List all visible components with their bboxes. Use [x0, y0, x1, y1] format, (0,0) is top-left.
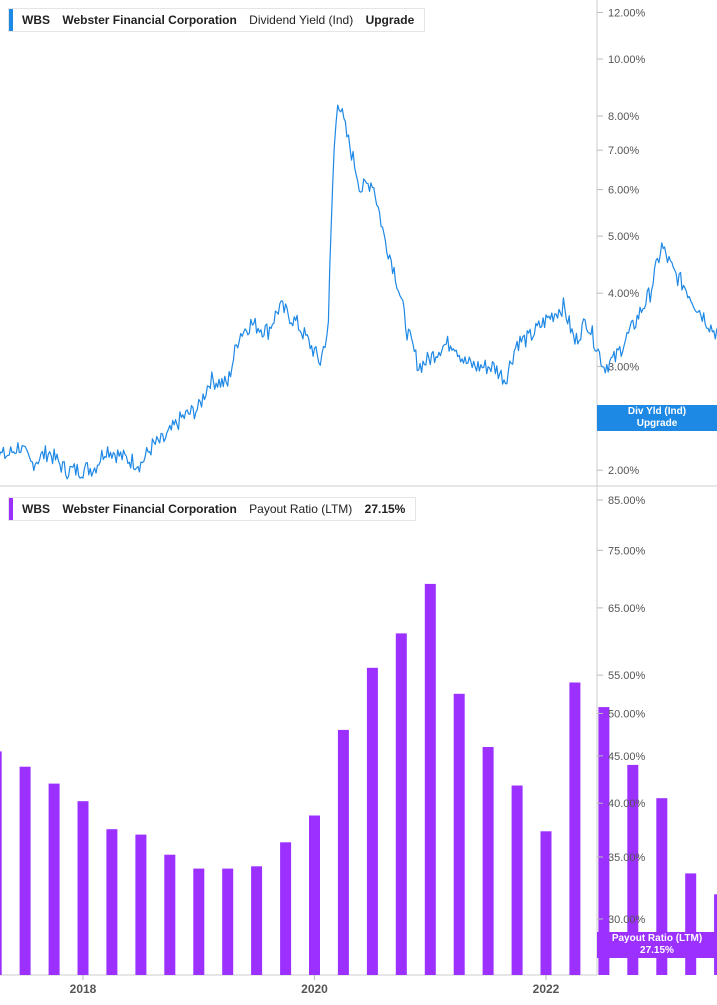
- year-tick-label: 2018: [70, 982, 97, 996]
- legend-upgrade-link[interactable]: Upgrade: [365, 13, 415, 27]
- legend-company: Webster Financial Corporation: [62, 502, 237, 516]
- payout-bar: [19, 766, 31, 975]
- payout-bar: [598, 707, 610, 975]
- yield-tick-label: 7.00%: [608, 145, 639, 157]
- payout-bar: [280, 842, 292, 975]
- yield-tick-label: 8.00%: [608, 111, 639, 123]
- payout-value-tag: Payout Ratio (LTM) 27.15%: [597, 932, 717, 958]
- payout-tick-label: 45.00%: [608, 751, 646, 763]
- payout-bars: [0, 583, 717, 975]
- yield-tick-label: 3.00%: [608, 362, 639, 374]
- legend-metric: Dividend Yield (Ind): [249, 13, 354, 27]
- payout-bar: [337, 729, 349, 975]
- payout-bar: [424, 583, 436, 975]
- payout-bar: [106, 829, 118, 975]
- legend-company: Webster Financial Corporation: [62, 13, 237, 27]
- legend-ticker: WBS: [22, 13, 50, 27]
- year-tick-label: 2022: [533, 982, 560, 996]
- series-color-swatch: [9, 9, 13, 31]
- series-color-swatch: [9, 498, 13, 520]
- payout-bar: [193, 868, 205, 975]
- dividend-yield-legend[interactable]: WBS Webster Financial Corporation Divide…: [8, 8, 426, 32]
- legend-metric: Payout Ratio (LTM): [249, 502, 353, 516]
- year-axis-ticks: 20182020202220242026: [70, 975, 560, 996]
- payout-tick-label: 35.00%: [608, 852, 646, 864]
- payout-bar: [540, 831, 552, 975]
- payout-tick-label: 65.00%: [608, 603, 646, 615]
- yield-axis-ticks: 12.00% 10.00% 8.00% 7.00% 6.00% 5.00% 4.00% 3.0…: [597, 7, 646, 477]
- tag-line1: Payout Ratio (LTM): [611, 933, 703, 944]
- payout-tick-label: 40.00%: [608, 798, 646, 810]
- tag-line2: Upgrade: [636, 418, 678, 429]
- payout-bar: [656, 798, 668, 975]
- yield-tick-label: 5.00%: [608, 231, 639, 243]
- payout-bar: [135, 834, 147, 975]
- payout-tick-label: 75.00%: [608, 545, 646, 557]
- payout-bar: [627, 764, 639, 975]
- payout-bar: [685, 873, 697, 975]
- payout-bar: [222, 868, 234, 975]
- payout-bar: [0, 751, 2, 975]
- payout-bar: [77, 801, 89, 975]
- payout-bar: [511, 785, 523, 975]
- dividend-yield-line: [0, 104, 717, 480]
- legend-ticker: WBS: [22, 502, 50, 516]
- yield-tick-label: 12.00%: [608, 7, 646, 19]
- year-tick-label: 2020: [301, 982, 328, 996]
- payout-bar: [569, 682, 581, 975]
- legend-value: 27.15%: [364, 502, 406, 516]
- yield-tick-label: 2.00%: [608, 465, 639, 477]
- payout-tick-label: 50.00%: [608, 708, 646, 720]
- payout-bar: [251, 866, 263, 975]
- payout-tick-label: 55.00%: [608, 670, 646, 682]
- tag-line1: Div Yld (Ind): [627, 406, 687, 417]
- yield-tick-label: 10.00%: [608, 54, 646, 66]
- payout-tick-label: 30.00%: [608, 914, 646, 926]
- payout-bar: [366, 667, 378, 975]
- payout-bar: [309, 815, 320, 975]
- yield-tick-label: 4.00%: [608, 288, 639, 300]
- payout-bar: [164, 854, 176, 975]
- payout-bar: [453, 693, 465, 975]
- payout-bar: [48, 783, 60, 975]
- payout-tick-label: 85.00%: [608, 495, 646, 507]
- tag-line2: 27.15%: [640, 945, 674, 956]
- yield-tick-label: 6.00%: [608, 185, 639, 197]
- payout-bar: [482, 747, 494, 975]
- yield-value-tag: Div Yld (Ind) Upgrade: [597, 405, 717, 431]
- payout-ratio-legend[interactable]: WBS Webster Financial Corporation Payout…: [8, 497, 417, 521]
- payout-bar: [395, 633, 407, 975]
- payout-axis-ticks: 85.00% 75.00% 65.00% 55.00% 50.00% 45.00% 40.0…: [597, 495, 646, 926]
